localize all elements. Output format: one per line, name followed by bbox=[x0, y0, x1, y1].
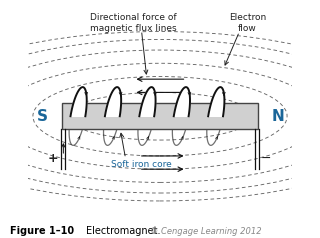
Text: Electromagnet.: Electromagnet. bbox=[86, 226, 161, 236]
Polygon shape bbox=[208, 87, 224, 116]
Polygon shape bbox=[174, 87, 190, 116]
Text: +: + bbox=[47, 152, 58, 165]
Text: −: − bbox=[261, 152, 271, 165]
Text: Figure 1–10: Figure 1–10 bbox=[10, 226, 74, 236]
Text: © Cengage Learning 2012: © Cengage Learning 2012 bbox=[150, 227, 262, 236]
Polygon shape bbox=[139, 87, 156, 116]
Polygon shape bbox=[105, 87, 121, 116]
Polygon shape bbox=[70, 87, 87, 116]
Text: Soft iron core: Soft iron core bbox=[111, 160, 172, 169]
Text: N: N bbox=[271, 109, 284, 124]
Text: S: S bbox=[37, 109, 48, 124]
Text: Electron
flow: Electron flow bbox=[229, 13, 266, 33]
Text: Directional force of
magnetic flux lines: Directional force of magnetic flux lines bbox=[90, 13, 177, 33]
Bar bbox=[62, 103, 258, 129]
